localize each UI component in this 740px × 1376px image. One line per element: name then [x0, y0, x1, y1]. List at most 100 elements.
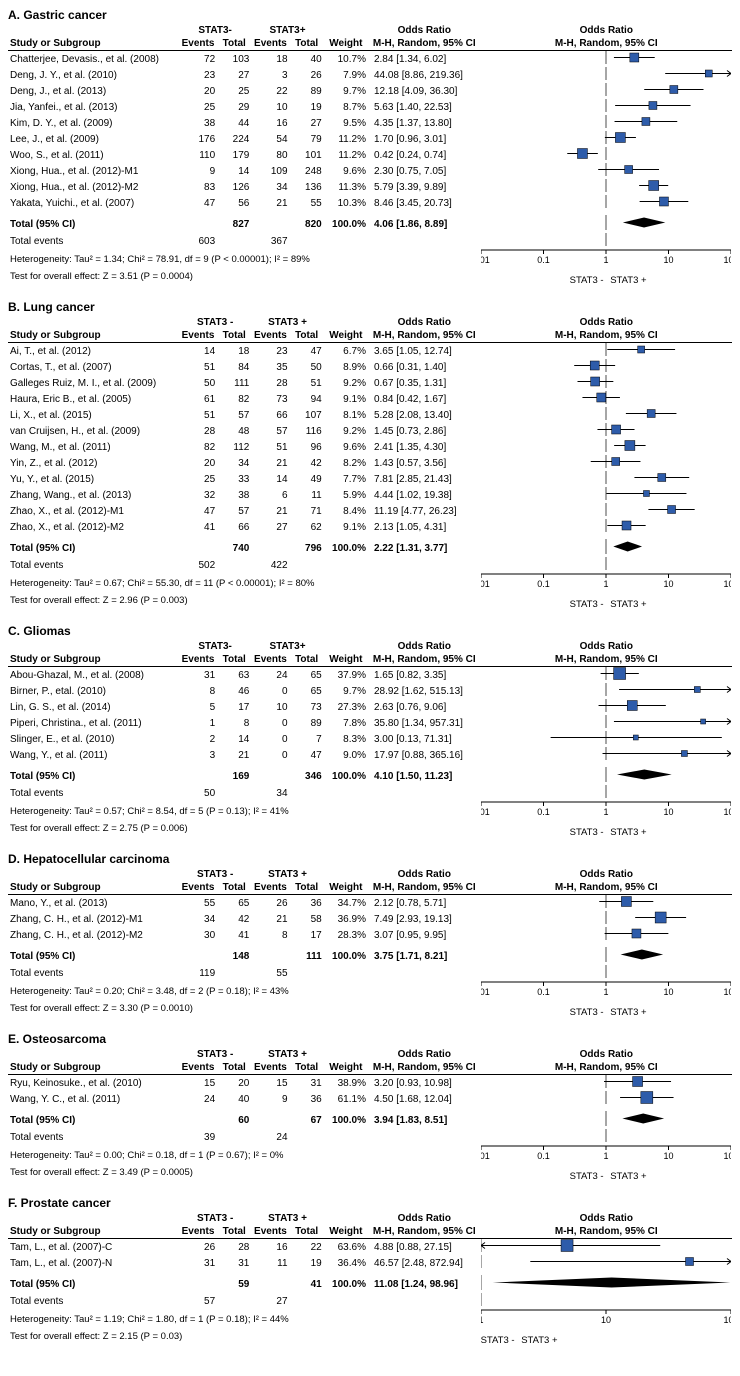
hdr-forest2: M-H, Random, 95% CI	[481, 1061, 732, 1075]
forest-cell	[481, 439, 732, 455]
hdr-forest2: M-H, Random, 95% CI	[481, 1225, 732, 1239]
forest-cell	[481, 455, 732, 471]
forest-cell	[481, 1239, 732, 1256]
study-row: Ryu, Keinosuke., et al. (2010) 1520 1531…	[8, 1075, 732, 1092]
study-row: Lee, J., et al. (2009) 176224 5479 11.2%…	[8, 131, 732, 147]
forest-table: STAT3- STAT3+ Odds Ratio Odds Ratio Stud…	[8, 24, 732, 286]
hdr-wt: Weight	[324, 37, 368, 51]
study-row: Zhang, C. H., et al. (2012)-M1 3442 2158…	[8, 911, 732, 927]
study-row: Jia, Yanfei., et al. (2013) 2529 1019 8.…	[8, 99, 732, 115]
heterogeneity: Heterogeneity: Tau² = 0.20; Chi² = 3.48,…	[8, 983, 481, 1001]
study-row: Yin, Z., et al. (2012) 2034 2142 8.2% 1.…	[8, 455, 732, 471]
hdr-ev1: Events	[179, 881, 217, 895]
study-label: Woo, S., et al. (2011)	[8, 147, 179, 163]
forest-cell	[481, 699, 732, 715]
svg-text:10: 10	[663, 1151, 673, 1161]
study-row: Cortas, T., et al. (2007) 5184 3550 8.9%…	[8, 359, 732, 375]
study-row: Mano, Y., et al. (2013) 5565 2636 34.7% …	[8, 895, 732, 912]
study-row: Kim, D. Y., et al. (2009) 3844 1627 9.5%…	[8, 115, 732, 131]
svg-text:0.01: 0.01	[481, 579, 490, 589]
hdr-wt: Weight	[324, 1225, 368, 1239]
heterogeneity: Heterogeneity: Tau² = 1.34; Chi² = 78.91…	[8, 251, 481, 269]
hdr-ev2: Events	[251, 37, 289, 51]
forest-cell	[481, 1091, 732, 1107]
hdr-ev1: Events	[179, 37, 217, 51]
total-events-row: Total events 502 422 0.010.1110100 STAT3…	[8, 557, 732, 575]
study-row: van Cruijsen, H., et al. (2009) 2848 571…	[8, 423, 732, 439]
svg-text:0.01: 0.01	[481, 1151, 490, 1161]
panel-title: F. Prostate cancer	[8, 1196, 732, 1210]
study-label: Wang, Y. C., et al. (2011)	[8, 1091, 179, 1107]
hdr-ev2: Events	[251, 1225, 289, 1239]
total-row: Total (95% CI) 148 111 100.0% 3.75 [1.71…	[8, 947, 732, 965]
study-row: Deng, J. Y., et al. (2010) 2327 326 7.9%…	[8, 67, 732, 83]
hdr-t2: Total	[290, 329, 324, 343]
forest-cell	[481, 503, 732, 519]
panel-title: C. Gliomas	[8, 624, 732, 638]
study-label: Zhang, Wang., et al. (2013)	[8, 487, 179, 503]
study-label: Wang, Y., et al. (2011)	[8, 747, 179, 763]
study-row: Haura, Eric B., et al. (2005) 6182 7394 …	[8, 391, 732, 407]
forest-table: STAT3 - STAT3 + Odds Ratio Odds Ratio St…	[8, 1212, 732, 1346]
svg-text:10: 10	[663, 807, 673, 817]
hdr-or: Odds Ratio	[368, 868, 481, 881]
forest-cell	[481, 1255, 732, 1271]
study-label: Mano, Y., et al. (2013)	[8, 895, 179, 912]
total-row: Total (95% CI) 60 67 100.0% 3.94 [1.83, …	[8, 1111, 732, 1129]
hdr-wt: Weight	[324, 1061, 368, 1075]
svg-text:1: 1	[603, 579, 608, 589]
scale-labels: STAT3 - STAT3 +	[481, 599, 732, 610]
panel-title: D. Hepatocellular carcinoma	[8, 852, 732, 866]
forest-table: STAT3 - STAT3 + Odds Ratio Odds Ratio St…	[8, 316, 732, 610]
hdr-ev1: Events	[179, 329, 217, 343]
forest-plots-root: A. Gastric cancer STAT3- STAT3+ Odds Rat…	[8, 8, 732, 1346]
forest-cell	[481, 359, 732, 375]
forest-cell	[481, 1075, 732, 1092]
overall-effect: Test for overall effect: Z = 3.49 (P = 0…	[8, 1164, 481, 1182]
svg-text:1: 1	[603, 807, 608, 817]
hdr-forest: Odds Ratio	[481, 640, 732, 653]
hdr-study: Study or Subgroup	[8, 1061, 179, 1075]
hdr-pos: STAT3 +	[251, 316, 323, 329]
forest-cell	[481, 99, 732, 115]
hdr-ev1: Events	[179, 1225, 217, 1239]
svg-text:0.01: 0.01	[481, 807, 490, 817]
study-label: Tam, L., et al. (2007)-C	[8, 1239, 179, 1256]
hdr-ci: M-H, Random, 95% CI	[368, 329, 481, 343]
heterogeneity: Heterogeneity: Tau² = 0.67; Chi² = 55.30…	[8, 575, 481, 593]
scale-labels: STAT3 - STAT3 +	[481, 1171, 732, 1182]
hdr-forest: Odds Ratio	[481, 1048, 732, 1061]
hdr-pos: STAT3+	[251, 640, 323, 653]
study-label: Kim, D. Y., et al. (2009)	[8, 115, 179, 131]
hdr-or: Odds Ratio	[368, 24, 481, 37]
hdr-pos: STAT3+	[251, 24, 323, 37]
overall-effect: Test for overall effect: Z = 3.51 (P = 0…	[8, 268, 481, 286]
study-label: Zhao, X., et al. (2012)-M2	[8, 519, 179, 535]
study-row: Wang, M., et al. (2011) 82112 5196 9.6% …	[8, 439, 732, 455]
hdr-ci: M-H, Random, 95% CI	[368, 1061, 481, 1075]
study-label: Piperi, Christina., et al. (2011)	[8, 715, 179, 731]
study-row: Tam, L., et al. (2007)-N 3131 1119 36.4%…	[8, 1255, 732, 1271]
hdr-forest2: M-H, Random, 95% CI	[481, 881, 732, 895]
svg-text:1: 1	[603, 1151, 608, 1161]
hdr-wt: Weight	[324, 653, 368, 667]
hdr-t2: Total	[290, 1061, 324, 1075]
forest-cell	[481, 179, 732, 195]
hdr-ev1: Events	[179, 653, 217, 667]
study-row: Zhao, X., et al. (2012)-M2 4166 2762 9.1…	[8, 519, 732, 535]
hdr-t2: Total	[290, 653, 324, 667]
study-row: Chatterjee, Devasis., et al. (2008) 7210…	[8, 51, 732, 68]
study-row: Zhang, Wang., et al. (2013) 3238 611 5.9…	[8, 487, 732, 503]
study-label: Deng, J. Y., et al. (2010)	[8, 67, 179, 83]
hdr-neg: STAT3 -	[179, 1212, 251, 1225]
study-row: Tam, L., et al. (2007)-C 2628 1622 63.6%…	[8, 1239, 732, 1256]
forest-cell	[481, 407, 732, 423]
svg-text:10: 10	[663, 987, 673, 997]
study-row: Lin, G. S., et al. (2014) 517 1073 27.3%…	[8, 699, 732, 715]
study-label: Yu, Y., et al. (2015)	[8, 471, 179, 487]
scale-labels: STAT3 - STAT3 +	[481, 1007, 732, 1018]
svg-text:100: 100	[723, 1315, 731, 1325]
study-label: Xiong, Hua., et al. (2012)-M2	[8, 179, 179, 195]
study-row: Wang, Y. C., et al. (2011) 2440 936 61.1…	[8, 1091, 732, 1107]
study-label: Yin, Z., et al. (2012)	[8, 455, 179, 471]
